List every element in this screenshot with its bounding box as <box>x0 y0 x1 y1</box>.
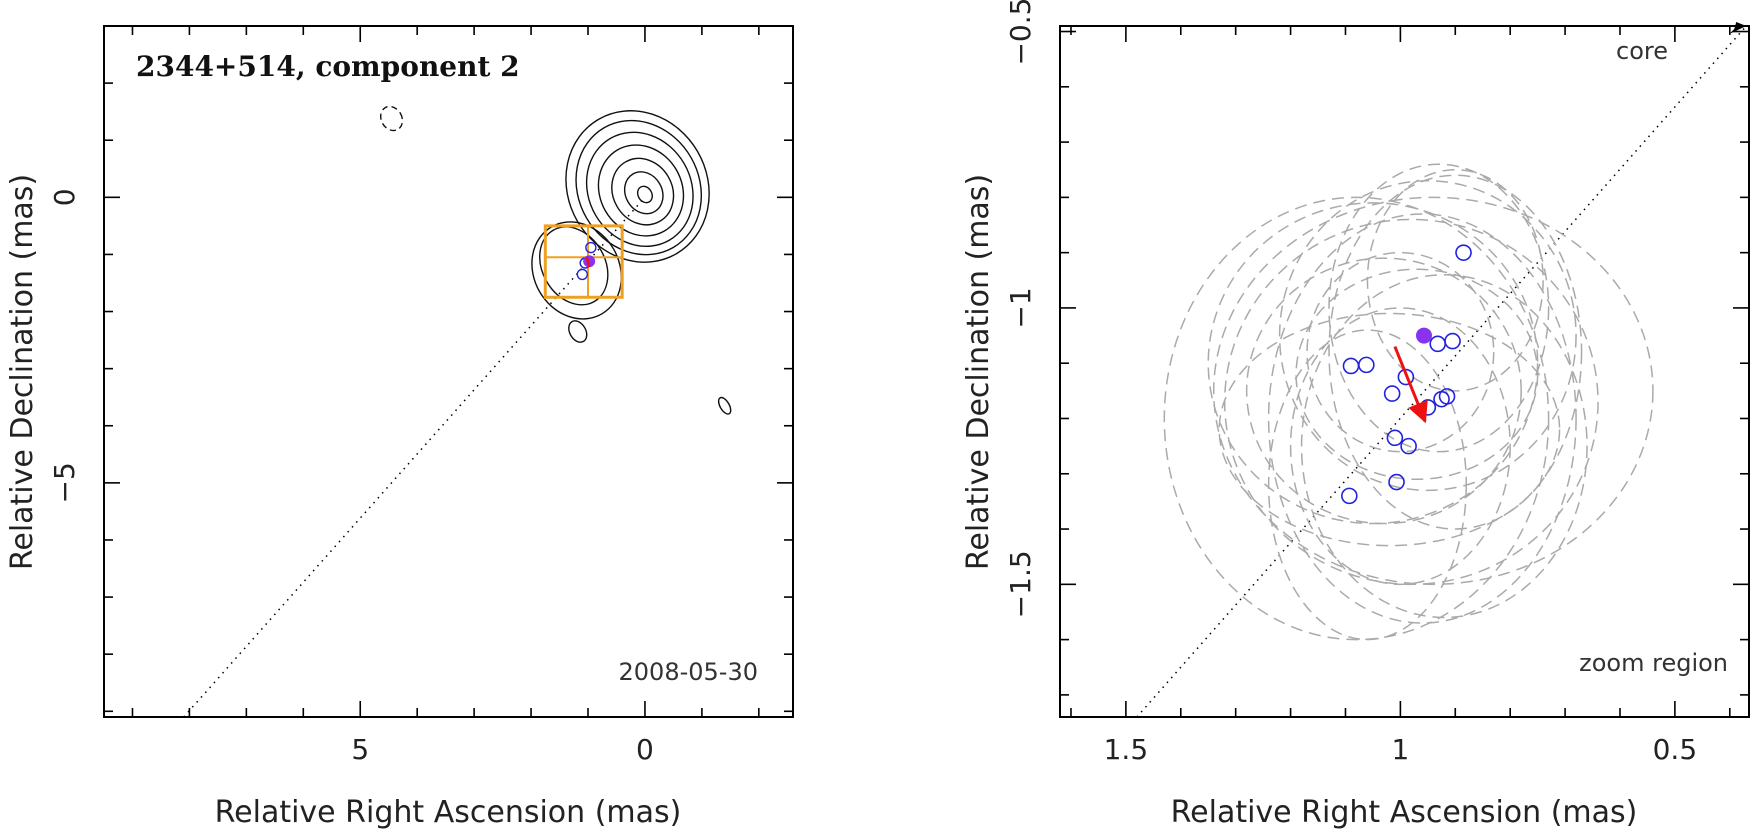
reference-position <box>1415 327 1432 344</box>
component-position <box>1455 244 1472 261</box>
left-y-axis-label: Relative Declination (mas) <box>5 174 40 570</box>
core-direction-line <box>1136 25 1747 718</box>
motion-arrow <box>1393 346 1428 424</box>
contour-line <box>636 185 653 204</box>
component-position <box>1438 388 1456 405</box>
panel-left: 5 0 0 −5 2344+514, component 2 2008-05-30 R… <box>5 25 794 830</box>
contour-line <box>611 157 675 226</box>
component-position <box>1342 357 1360 375</box>
component-position <box>1429 335 1447 353</box>
error-ellipse <box>1163 196 1550 641</box>
left-plot-frame <box>103 25 794 718</box>
error-ellipse <box>1223 218 1599 586</box>
zoom-region-label: zoom region <box>1579 649 1728 677</box>
right-x-axis-label: Relative Right Ascension (mas) <box>1171 795 1638 830</box>
contour-line <box>379 105 404 132</box>
error-ellipse <box>1289 307 1511 586</box>
component-position <box>1388 473 1405 491</box>
right-x-tick-label: 1.5 <box>1104 733 1149 766</box>
contour-line <box>568 320 588 343</box>
right-plot-area <box>1136 22 1747 718</box>
error-ellipse <box>1328 163 1550 453</box>
right-x-tick-label: 1 <box>1391 733 1409 766</box>
left-plot-area <box>183 105 732 718</box>
right-y-tick-label: −0.5 <box>1004 0 1037 66</box>
error-ellipse <box>1245 257 1522 525</box>
error-ellipse <box>1212 196 1654 586</box>
right-y-axis-label: Relative Declination (mas) <box>961 174 996 570</box>
left-y-tick-label: 0 <box>48 188 81 206</box>
error-ellipse <box>1267 213 1577 624</box>
right-y-tick-label: −1.5 <box>1004 550 1037 618</box>
left-x-axis-label: Relative Right Ascension (mas) <box>215 795 682 830</box>
contour-line <box>717 396 732 415</box>
component-position <box>1397 368 1415 386</box>
core-arrowhead <box>1729 22 1747 34</box>
error-ellipse <box>1207 202 1539 525</box>
component-position <box>1386 429 1404 447</box>
contour-line <box>597 144 685 237</box>
component-position <box>1341 487 1358 505</box>
left-chart-title: 2344+514, component 2 <box>136 50 520 83</box>
left-axis-ticks <box>104 25 793 717</box>
left-x-tick-label: 0 <box>636 733 654 766</box>
component-position <box>576 268 589 281</box>
contour-line <box>565 110 710 263</box>
component-position <box>1444 332 1461 350</box>
left-tick-labels: 5 0 0 −5 <box>48 188 654 766</box>
panel-right: 1.5 1 0.5 −0.5 −1 −1.5 core zoom region Relat… <box>961 0 1750 830</box>
left-x-tick-label: 5 <box>351 733 369 766</box>
zoom-box <box>543 224 624 299</box>
left-y-tick-label: −5 <box>48 462 81 503</box>
contour-line <box>575 119 703 256</box>
right-axis-ticks <box>1060 26 1749 717</box>
right-tick-labels: 1.5 1 0.5 −0.5 −1 −1.5 <box>1004 0 1697 766</box>
component-position <box>1358 356 1375 374</box>
motion-arrow <box>585 256 591 268</box>
component-position <box>1400 437 1417 455</box>
component-position <box>585 241 597 254</box>
core-direction-line <box>183 196 646 718</box>
error-ellipse <box>1267 329 1468 641</box>
error-ellipse <box>1366 168 1544 392</box>
component-position <box>1383 385 1401 402</box>
error-ellipse <box>1306 251 1495 453</box>
right-y-tick-label: −1 <box>1004 287 1037 328</box>
error-ellipse <box>1278 180 1577 492</box>
right-plot-frame <box>1059 25 1750 718</box>
error-ellipse <box>1295 268 1539 481</box>
error-ellipse <box>1218 312 1561 547</box>
contour-line <box>585 131 694 248</box>
error-ellipse <box>1328 174 1583 530</box>
contour-line <box>623 171 664 215</box>
observation-date: 2008-05-30 <box>619 658 758 686</box>
core-label: core <box>1616 37 1668 65</box>
right-x-tick-label: 0.5 <box>1653 733 1698 766</box>
error-ellipse <box>1300 274 1588 619</box>
